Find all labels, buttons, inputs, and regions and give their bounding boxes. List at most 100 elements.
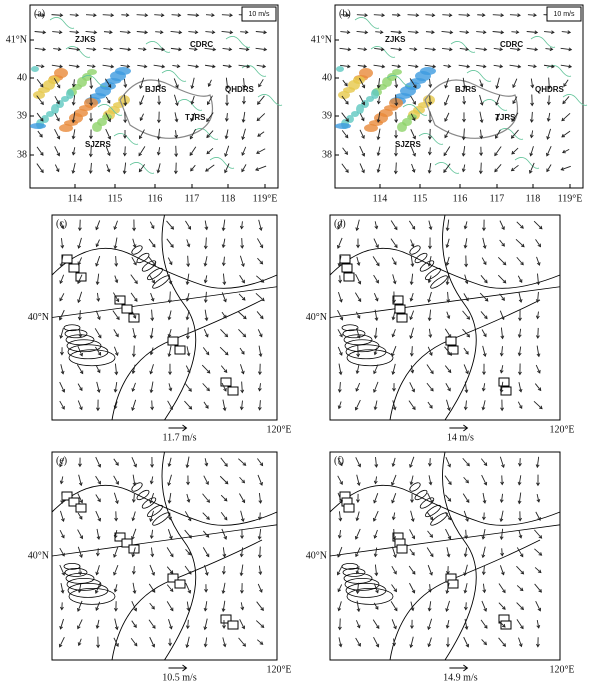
wind-arrow [392,400,396,410]
arrow-head [495,85,500,90]
arrow-head [465,643,470,648]
arrow-head [357,280,362,285]
arrow-head [229,13,233,18]
reflectivity [387,73,397,82]
wind-arrow [479,94,483,106]
wind-arrow [37,130,43,138]
wind-arrow [426,547,434,557]
wind-arrow [391,345,397,357]
wind-arrow [85,14,97,16]
arrow-head [372,517,377,522]
arrow-head [501,226,505,231]
wind-arrow [535,601,541,611]
arrow-head [391,333,396,338]
arrow-head [149,480,154,485]
arrow-head [257,516,262,521]
station-label: ZJKS [385,35,406,44]
arrow-head [204,588,208,593]
arrow-head [89,135,93,140]
wind-arrow [518,291,522,303]
wind-arrow [189,128,197,140]
arrow-head [430,370,434,375]
wind-arrow [356,256,360,266]
arrow-head [260,279,265,283]
wind-arrow [153,47,165,51]
scale-box [546,6,582,22]
arrow-head [375,279,379,284]
arrow-head [391,482,395,486]
wind-arrow [395,78,397,88]
arrow-head [444,134,448,139]
arrow-head [61,518,65,523]
arrow-head [169,607,174,612]
wind-arrow [168,274,172,284]
arrow-head [206,369,211,374]
wind-arrow [479,292,489,302]
wind-arrow [446,219,450,231]
wind-arrow [240,564,244,576]
wind-arrow [482,345,486,357]
wind-arrow [220,329,228,337]
wind-arrow [96,239,100,247]
wind-arrow [166,238,174,248]
wind-arrow [256,148,266,154]
arrow-head [432,64,437,69]
wind-arrow [96,565,100,575]
wind-arrow [191,95,195,105]
wind-arrow [374,347,378,355]
arrow-head [222,553,227,558]
wind-arrow [206,147,214,155]
wind-arrow [124,146,126,156]
wind-arrow [222,600,226,612]
arrow-head [246,64,251,69]
arrow-head [363,64,368,69]
wind-arrow [497,256,507,266]
station-icon [341,263,353,273]
arrow-head [520,243,525,248]
wind-arrow [77,400,83,410]
arrow-head [446,570,450,575]
arrow-head [203,607,208,612]
arrow-head [410,518,415,523]
arrow-head [228,47,233,52]
contour [409,482,421,492]
arrow-head [93,30,98,35]
arrow-head [394,134,398,139]
wind-arrow [184,382,192,392]
arrow-head [40,152,44,156]
wind-arrow [204,618,208,630]
arrow-head [410,263,415,268]
arrow-head [190,167,194,172]
arrow-head [258,353,263,358]
arrow-head [429,352,433,356]
arrow-head [431,30,435,35]
arrow-head [394,84,399,89]
arrow-head [430,387,434,392]
arrow-head [338,643,343,648]
arrow-head [481,571,486,576]
arrow-head [107,135,112,140]
wind-arrow [130,292,138,302]
arrow-head [150,553,155,558]
wind-arrow [356,328,360,338]
arrow-head [125,13,130,18]
arrow-head [538,589,542,593]
wind-arrow [79,565,81,575]
wind-arrow [59,564,65,576]
arrow-head [56,84,61,89]
wind-arrow [186,636,190,648]
wind-arrow [462,457,470,467]
wind-arrow [149,492,155,504]
wind-arrow [138,164,146,172]
arrow-head [95,226,99,231]
arrow-head [536,643,540,648]
wind-arrow [59,274,65,284]
wind-arrow [426,364,434,374]
arrow-head [189,135,194,140]
wind-arrow [60,583,64,593]
arrow-head [211,30,216,35]
arrow-head [339,316,344,321]
arrow-head [411,570,416,575]
arrow-head [373,406,378,411]
